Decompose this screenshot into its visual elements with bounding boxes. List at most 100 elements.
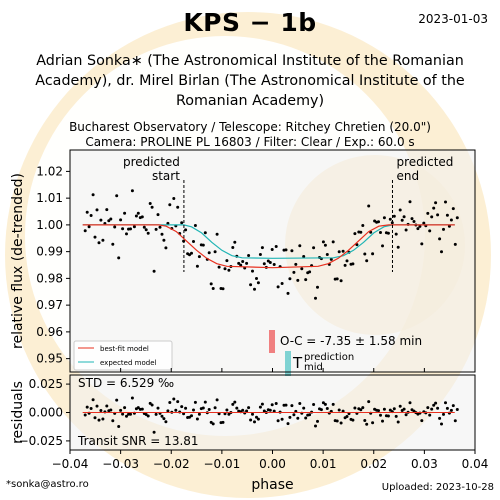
data-point <box>121 227 125 231</box>
data-point <box>272 263 276 266</box>
data-point <box>284 248 288 252</box>
y-tick-label: 0.96 <box>36 325 63 339</box>
tmid-mid-label: mid <box>304 362 323 373</box>
residual-point <box>227 412 231 416</box>
chart-legend: best-fit model expected model <box>73 340 173 371</box>
data-point <box>255 277 258 280</box>
residual-point <box>445 406 449 410</box>
residual-point <box>442 412 445 416</box>
data-point <box>99 218 103 222</box>
residual-point <box>444 401 447 405</box>
residual-point <box>396 420 400 424</box>
data-point <box>93 235 97 239</box>
residual-point <box>99 409 103 412</box>
x-axis-label: phase <box>251 477 293 493</box>
data-point <box>444 200 447 204</box>
data-point <box>125 232 128 236</box>
data-point <box>410 217 414 221</box>
data-point <box>396 245 400 249</box>
data-point <box>221 287 225 291</box>
data-point <box>184 228 188 232</box>
data-point <box>339 279 343 283</box>
data-point <box>227 268 231 272</box>
data-point <box>91 193 95 197</box>
legend-box <box>73 340 173 371</box>
data-point <box>351 262 355 266</box>
data-point <box>134 214 138 218</box>
data-point <box>203 231 207 235</box>
data-point <box>304 278 308 282</box>
data-point <box>451 207 455 211</box>
data-point <box>115 194 119 198</box>
contact-email: *sonka@astro.ro <box>6 479 89 490</box>
data-point <box>253 287 256 291</box>
residual-point <box>160 414 164 418</box>
data-point <box>123 211 127 215</box>
residual-point <box>231 402 235 406</box>
x-tick-label: −0.02 <box>153 457 190 471</box>
data-point <box>154 227 158 231</box>
data-point <box>258 253 262 256</box>
residual-point <box>365 422 369 426</box>
data-point <box>150 205 154 209</box>
residual-point <box>156 406 160 410</box>
residual-point <box>361 406 365 410</box>
data-point <box>402 215 406 219</box>
residual-point <box>174 408 178 412</box>
data-point <box>268 261 272 264</box>
data-point <box>117 256 121 260</box>
residual-point <box>428 413 432 417</box>
y-tick-label: 0.95 <box>36 352 63 366</box>
residual-point <box>298 402 302 405</box>
residual-point <box>150 403 154 407</box>
residual-point <box>312 403 316 406</box>
residual-point <box>115 398 119 402</box>
data-point <box>111 242 115 246</box>
residuals-y-axis-label: residuals <box>10 381 26 444</box>
best-fit-model-line <box>82 224 455 269</box>
data-point <box>363 252 367 256</box>
residual-point <box>207 408 211 411</box>
data-point <box>353 232 357 236</box>
predicted-end-label: end <box>396 169 419 183</box>
data-point <box>314 296 317 300</box>
data-point <box>172 197 176 200</box>
data-point <box>180 221 184 225</box>
data-point <box>316 285 319 289</box>
data-point <box>408 200 412 204</box>
data-point <box>445 213 449 217</box>
data-point <box>280 282 284 285</box>
data-point <box>308 270 312 274</box>
data-point <box>193 224 197 227</box>
data-point <box>294 262 298 266</box>
data-point <box>195 264 199 268</box>
residual-point <box>440 422 443 426</box>
residual-point <box>111 419 115 423</box>
data-point <box>247 254 251 257</box>
residual-point <box>221 420 225 424</box>
data-point <box>341 249 345 253</box>
residual-point <box>117 425 121 428</box>
data-point <box>386 231 390 235</box>
oc-label: O-C = -7.35 ± 1.58 min <box>280 334 422 348</box>
residual-point <box>223 412 227 416</box>
residual-y-tick-label: −0.025 <box>19 434 63 448</box>
residual-points-group <box>83 396 459 434</box>
data-point <box>225 259 229 263</box>
data-point <box>286 291 290 295</box>
residual-point <box>272 409 276 413</box>
data-point <box>197 255 201 259</box>
residual-point <box>101 417 105 421</box>
residual-point <box>105 404 109 408</box>
residual-point <box>255 415 258 419</box>
residual-point <box>351 418 355 422</box>
residual-point <box>314 424 317 428</box>
data-point <box>87 225 91 229</box>
y-tick-label: 1.02 <box>36 164 63 178</box>
data-point <box>323 243 327 247</box>
residual-point <box>172 397 176 401</box>
residual-point <box>420 419 424 423</box>
residual-point <box>392 407 396 411</box>
data-point <box>436 213 440 217</box>
residual-point <box>85 405 89 409</box>
